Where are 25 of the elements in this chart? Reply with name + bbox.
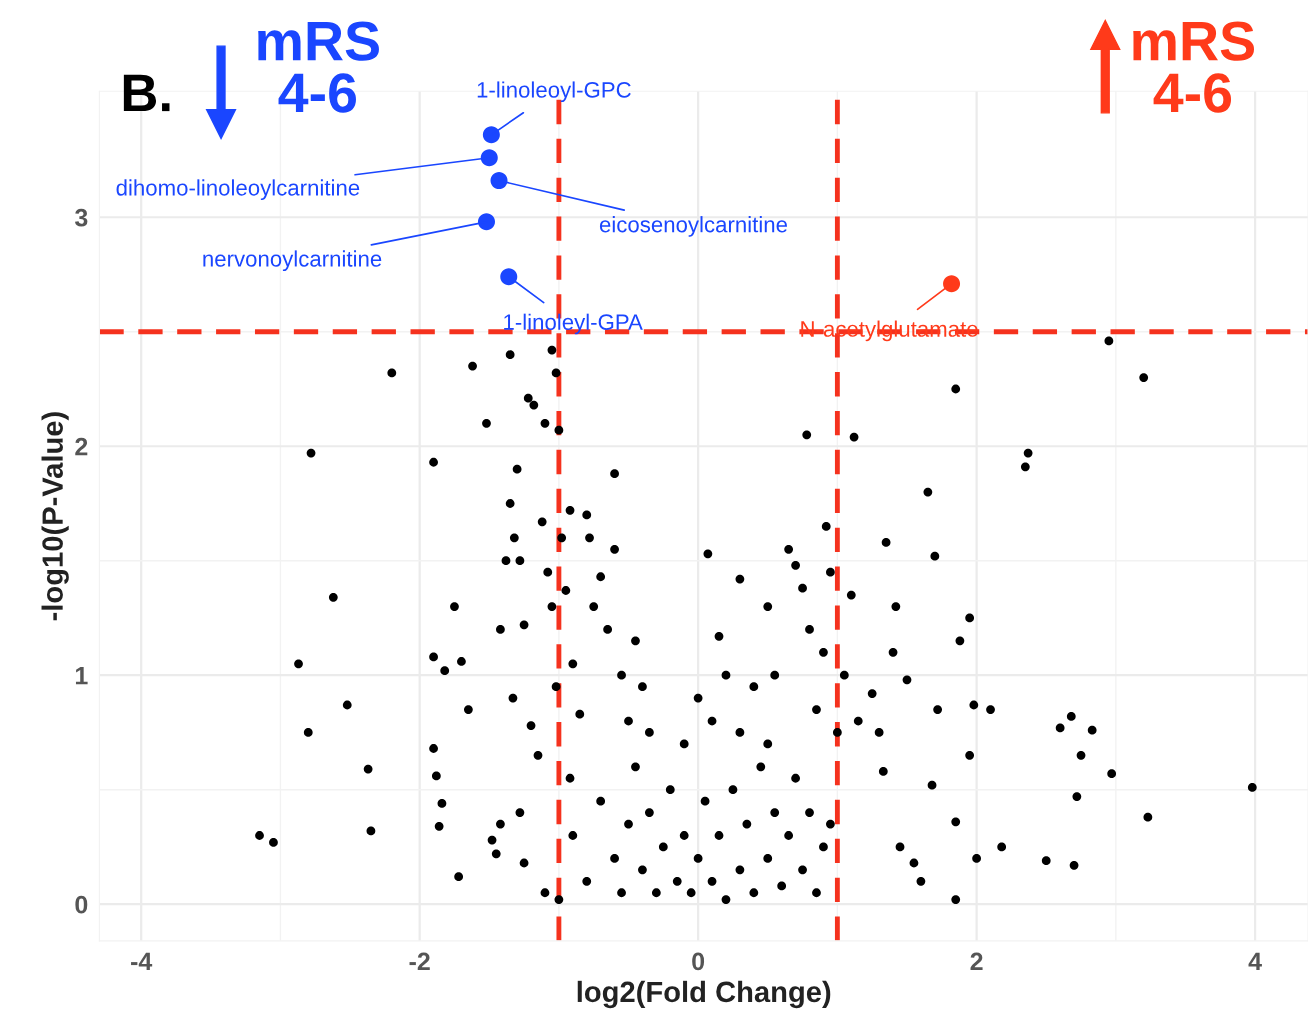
point — [500, 268, 518, 286]
x-tick-label: -2 — [409, 952, 430, 971]
x-tick-label: -4 — [131, 952, 153, 971]
point — [480, 149, 498, 167]
point — [477, 213, 495, 231]
y-tick-label: 3 — [74, 208, 88, 227]
y-tick-label: 0 — [75, 895, 88, 914]
annotation: eicosenoylcarnitine — [599, 216, 787, 237]
point — [482, 126, 500, 144]
annotation: mRS 4-6 — [1133, 21, 1255, 113]
annotation: 1-linoleyl-GPA — [504, 313, 643, 335]
point — [943, 275, 961, 293]
x-tick-label: 2 — [970, 952, 983, 971]
point — [490, 172, 508, 190]
annotation: nervonoylcarnitine — [203, 250, 382, 272]
y-axis-title: -log10(P-Value) — [41, 412, 69, 621]
annotation: mRS 4-6 — [258, 21, 379, 113]
x-axis-title: log2(Fold Change) — [577, 980, 831, 1009]
annotation: dihomo-linoleoylcarnitine — [116, 179, 360, 201]
annotation: B. — [123, 74, 170, 112]
y-tick-label: 2 — [75, 437, 88, 456]
x-tick-label: 0 — [692, 952, 705, 971]
x-tick-label: 4 — [1248, 952, 1262, 971]
y-tick-label: 1 — [75, 667, 88, 685]
annotation: 1-linoleoyl-GPC — [477, 81, 631, 103]
